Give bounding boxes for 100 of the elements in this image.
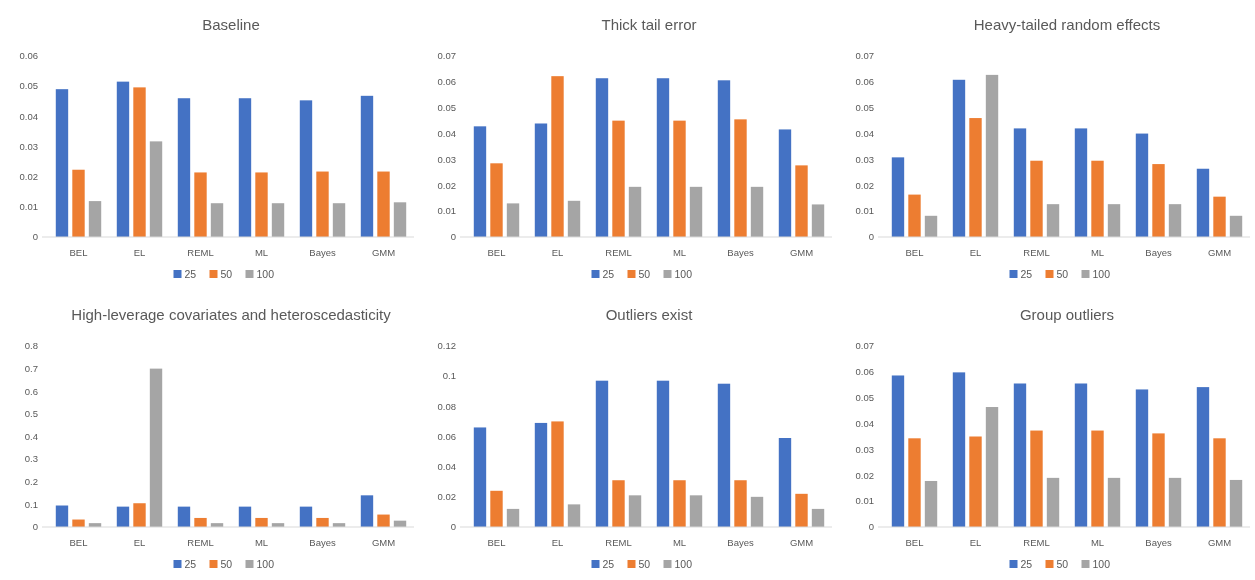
bar	[656, 380, 670, 527]
bar	[72, 169, 85, 237]
bar	[567, 504, 581, 527]
x-tick-label: ML	[254, 247, 269, 258]
bar	[149, 141, 163, 237]
bar	[1030, 430, 1043, 527]
bar	[985, 74, 999, 237]
bar	[194, 172, 207, 237]
bar	[985, 407, 999, 527]
y-tick-label: 0.06	[437, 430, 456, 442]
x-tick-label: BEL	[905, 247, 924, 258]
bar	[332, 203, 346, 237]
bar	[473, 427, 487, 527]
bar	[177, 98, 191, 237]
chart-title: Group outliers	[1019, 306, 1115, 323]
y-tick-label: 0.05	[855, 392, 874, 404]
bar	[210, 203, 224, 237]
bar	[1213, 438, 1226, 527]
bar	[924, 480, 938, 527]
legend-label: 50	[220, 268, 233, 280]
bar	[969, 118, 982, 237]
x-tick-label: ML	[254, 537, 269, 548]
x-tick-label: GMM	[371, 537, 396, 548]
legend-label: 50	[1056, 268, 1069, 280]
x-tick-label: EL	[969, 247, 982, 258]
bar	[271, 203, 285, 237]
y-tick-label: 0.6	[24, 385, 38, 397]
bar	[1046, 477, 1060, 527]
y-tick-label: 0.1	[24, 498, 38, 510]
x-tick-label: EL	[969, 537, 982, 548]
bar	[1168, 204, 1182, 237]
x-tick-label: EL	[133, 247, 146, 258]
bar	[551, 421, 564, 527]
bar	[299, 100, 313, 237]
bar	[595, 380, 609, 527]
x-tick-label: Bayes	[1145, 247, 1172, 258]
legend-label: 50	[220, 558, 233, 570]
bar	[506, 508, 520, 527]
x-tick-label: ML	[1090, 247, 1105, 258]
bar	[656, 78, 670, 237]
bar	[1091, 430, 1104, 527]
bar	[612, 480, 625, 527]
legend-label: 50	[638, 268, 651, 280]
bar	[811, 508, 825, 527]
bar	[1196, 387, 1210, 527]
x-tick-label: ML	[672, 537, 687, 548]
y-tick-label: 0.06	[437, 76, 456, 88]
bar	[595, 78, 609, 237]
bar	[567, 200, 581, 237]
bar	[1229, 215, 1243, 237]
bar	[795, 493, 808, 527]
y-tick-label: 0	[32, 231, 38, 243]
legend-label: 50	[1056, 558, 1069, 570]
y-tick-label: 0.02	[437, 179, 456, 191]
bar	[1213, 196, 1226, 237]
bar	[55, 505, 69, 527]
y-tick-label: 0.05	[855, 102, 874, 114]
bar	[255, 172, 268, 237]
y-tick-label: 0	[868, 231, 874, 243]
y-tick-label: 0	[32, 521, 38, 533]
bar	[1091, 160, 1104, 237]
x-tick-label: EL	[551, 537, 564, 548]
bar	[116, 506, 130, 527]
bar	[238, 98, 252, 237]
legend-label: 50	[638, 558, 651, 570]
bar	[750, 186, 764, 237]
y-tick-label: 0.7	[24, 362, 38, 374]
x-tick-label: Bayes	[309, 247, 336, 258]
y-tick-label: 0.04	[437, 460, 456, 472]
bar	[490, 163, 503, 237]
bar	[55, 89, 69, 237]
legend-label: 25	[184, 558, 197, 570]
y-tick-label: 0.1	[442, 370, 456, 382]
bar	[689, 495, 703, 527]
bar	[534, 123, 548, 237]
x-tick-label: REML	[605, 247, 632, 258]
bar	[1135, 389, 1149, 527]
legend-label: 25	[184, 268, 197, 280]
y-tick-label: 0.04	[855, 417, 874, 429]
y-tick-label: 0.06	[19, 50, 38, 62]
y-tick-label: 0.05	[19, 80, 38, 92]
y-tick-label: 0.03	[19, 140, 38, 152]
bar	[908, 438, 921, 527]
x-tick-label: GMM	[789, 537, 814, 548]
bar	[360, 95, 374, 237]
bar	[1013, 128, 1027, 237]
bar	[891, 157, 905, 237]
bar	[924, 215, 938, 237]
y-tick-label: 0.04	[19, 110, 38, 122]
bar	[969, 436, 982, 527]
x-tick-label: REML	[187, 537, 214, 548]
bar	[689, 186, 703, 237]
legend-label: 100	[1092, 558, 1111, 570]
x-tick-label: Bayes	[1145, 537, 1172, 548]
chart-title: High-leverage covariates and heteroscedasticity	[71, 306, 392, 323]
y-tick-label: 0.02	[855, 469, 874, 481]
chart-title: Heavy-tailed random effects	[973, 16, 1161, 33]
bar	[673, 480, 686, 527]
bar	[1135, 133, 1149, 237]
bar	[778, 129, 792, 237]
